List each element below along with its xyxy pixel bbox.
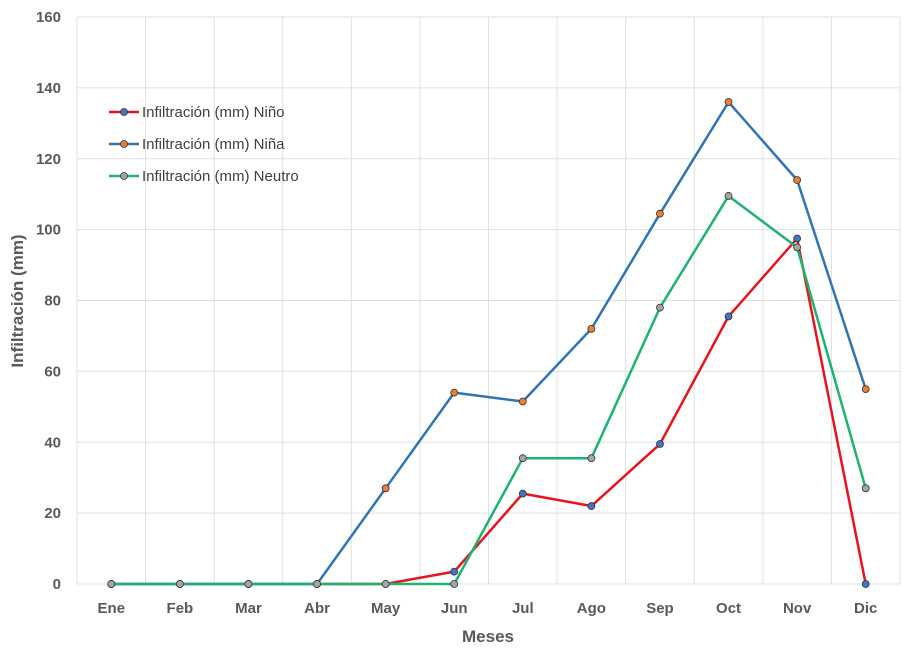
y-tick-label: 100 [36,222,61,239]
x-tick-label: Dic [854,600,877,617]
data-point [450,388,459,397]
x-tick-label: Sep [646,600,674,617]
y-tick-label: 80 [44,293,61,310]
x-tick-label: Oct [716,600,741,617]
data-point [587,324,596,333]
data-point [861,580,870,588]
x-tick-label: Mar [235,600,262,617]
y-tick-label: 140 [36,80,61,97]
legend-label: Infiltración (mm) Niño [142,104,285,121]
legend-item: Infiltración (mm) Niña [109,136,285,153]
legend-label: Infiltración (mm) Neutro [142,168,299,185]
data-point [793,176,802,184]
data-point [313,580,321,588]
y-tick-label: 0 [53,576,61,593]
x-tick-label: Jun [441,600,468,617]
x-tick-label: Feb [167,600,194,617]
data-point [107,580,116,588]
legend-marker-swatch [120,172,128,180]
series-line [111,194,867,586]
data-point [175,580,184,588]
grid-layer [76,16,901,585]
series-2 [107,192,870,588]
data-point [861,385,870,393]
data-point [244,580,253,588]
data-point [450,567,459,576]
data-point [450,580,459,588]
data-point [587,502,596,510]
legend-label: Infiltración (mm) Niña [142,136,285,153]
legend-item: Infiltración (mm) Niño [109,104,285,121]
x-tick-label: Nov [783,600,812,617]
legend-marker-swatch [120,140,128,148]
data-point [793,234,802,243]
x-tick-label: Ene [98,600,126,617]
y-tick-labels: 0 20 40 60 80 100 120 140 160 [36,9,61,593]
data-point [656,440,664,448]
data-point [381,484,390,493]
data-point [793,243,802,252]
data-point [656,209,664,218]
x-tick-label: Abr [304,600,330,617]
data-point [724,192,733,200]
x-tick-label: Ago [577,600,606,617]
legend-marker-swatch [120,108,128,116]
data-point [724,98,733,106]
data-point [724,312,733,321]
y-tick-label: 20 [44,505,61,522]
data-point [381,580,390,588]
data-point [518,397,527,406]
data-point [861,484,870,493]
legend: Infiltración (mm) Niño Infiltración (mm) … [109,104,299,185]
x-axis-title: Meses [462,627,514,646]
y-tick-label: 40 [44,434,61,451]
series-layer [107,98,870,588]
legend-item: Infiltración (mm) Neutro [109,168,299,185]
y-axis-title: Infiltración (mm) [8,234,27,367]
x-tick-label: May [371,600,401,617]
x-tick-label: Jul [512,600,534,617]
y-tick-label: 120 [36,151,61,168]
data-point [518,454,527,463]
y-tick-label: 160 [36,9,61,26]
y-tick-label: 60 [44,363,61,380]
data-point [587,454,596,463]
x-tick-labels: Ene Feb Mar Abr May Jun Jul Ago Sep Oct Nov Dic [98,600,878,617]
data-point [518,489,527,498]
data-point [656,303,664,312]
